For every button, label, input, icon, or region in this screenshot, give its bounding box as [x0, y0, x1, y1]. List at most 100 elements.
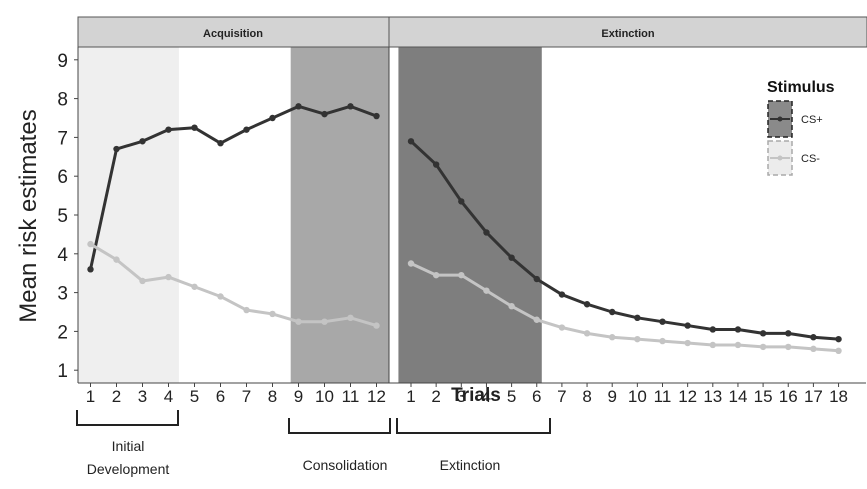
y-tick-label: 3	[57, 284, 68, 305]
point-cs-minus	[139, 277, 146, 285]
point-cs-plus	[609, 308, 616, 316]
point-cs-minus	[709, 341, 716, 349]
point-cs-minus	[295, 318, 302, 325]
point-cs-plus	[634, 314, 641, 322]
point-cs-plus	[533, 275, 540, 283]
point-cs-plus	[684, 322, 691, 329]
y-tick-label: 4	[57, 245, 68, 266]
legend-label-cs-plus: CS+	[801, 114, 823, 126]
point-cs-plus	[217, 140, 224, 147]
x-tick-label: 3	[138, 387, 147, 406]
facet-strips: Acquisition Extinction	[77, 16, 867, 48]
point-cs-plus	[243, 126, 250, 133]
legend-key-cs-plus-point	[777, 116, 783, 122]
strip-extinction-label: Extinction	[601, 28, 654, 40]
point-cs-plus	[113, 145, 120, 153]
line-cs-plus-panel-1	[89, 104, 378, 270]
point-cs-minus	[810, 345, 817, 353]
legend-key-cs-minus-point	[777, 155, 783, 161]
point-cs-plus	[759, 330, 767, 337]
point-cs-minus	[458, 271, 465, 279]
x-tick-label: 10	[315, 387, 334, 406]
x-tick-label: 15	[754, 387, 773, 406]
point-cs-plus	[583, 301, 591, 308]
strip-extinction-bg	[388, 16, 867, 48]
point-cs-plus	[810, 334, 817, 341]
bracket-label-extinction: Extinction	[440, 457, 501, 473]
point-cs-minus	[835, 347, 842, 354]
point-cs-plus	[87, 266, 94, 273]
point-cs-minus	[583, 330, 591, 337]
point-cs-minus	[373, 322, 380, 329]
point-cs-minus	[508, 302, 515, 310]
point-cs-plus	[659, 318, 666, 325]
line-cs-minus-panel-1	[89, 242, 377, 328]
bracket-label-initial: Initial	[112, 438, 145, 454]
x-tick-label: 9	[607, 387, 616, 406]
x-tick-label: 2	[112, 387, 121, 406]
point-cs-minus	[321, 318, 328, 325]
point-cs-plus	[458, 198, 465, 205]
x-tick-label: 2	[431, 387, 440, 406]
point-cs-minus	[191, 283, 198, 290]
point-cs-minus	[659, 337, 666, 345]
shaded-regions	[78, 47, 542, 383]
point-cs-plus	[483, 229, 490, 236]
legend: Stimulus CS+ CS-	[767, 79, 835, 176]
point-cs-plus	[373, 112, 380, 120]
point-cs-plus	[191, 124, 198, 131]
x-tick-label: 1	[406, 387, 415, 406]
x-axis-title: Trials	[451, 385, 501, 406]
y-tick-label: 2	[57, 322, 68, 343]
legend-title: Stimulus	[767, 79, 835, 96]
bracket-consolidation	[288, 418, 391, 434]
point-cs-plus	[709, 326, 716, 333]
x-axis: 1 2 3 4 5 6 7 8 9 10 11 12 1 2 3 4 5 6 7 8 9 10 11 12 13 14 15 16 17…	[86, 383, 848, 406]
y-axis: 1 2 3 4 5 6 7 8 9	[57, 51, 78, 382]
x-tick-label: 11	[654, 387, 672, 406]
point-cs-plus	[508, 254, 515, 261]
x-tick-label: 13	[703, 387, 722, 406]
shade-dark-panel-2-1	[398, 47, 542, 383]
x-tick-label: 10	[628, 387, 647, 406]
x-tick-label: 7	[242, 387, 251, 406]
x-tick-label: 7	[557, 387, 566, 406]
line-cs-minus-panel-2	[410, 262, 839, 353]
x-tick-label: 1	[86, 387, 95, 406]
point-cs-minus	[634, 335, 641, 343]
shade-medium-panel-1-2	[290, 47, 389, 383]
y-tick-label: 5	[57, 206, 68, 227]
y-axis-title: Mean risk estimates	[15, 109, 42, 322]
point-cs-minus	[407, 260, 415, 267]
point-cs-minus	[269, 310, 276, 318]
x-tick-label: 5	[507, 387, 516, 406]
x-tick-label: 12	[678, 387, 697, 406]
point-cs-plus	[295, 103, 302, 110]
point-cs-plus	[165, 126, 172, 133]
x-tick-label: 9	[294, 387, 303, 406]
x-tick-label: 5	[190, 387, 199, 406]
y-tick-label: 7	[57, 128, 68, 149]
x-tick-label: 14	[728, 387, 747, 406]
bracket-extinction	[396, 418, 551, 434]
x-tick-label: 6	[216, 387, 225, 406]
series	[87, 103, 842, 354]
point-cs-minus	[432, 271, 440, 279]
point-cs-plus	[269, 114, 276, 122]
bracket-initial-development	[76, 410, 179, 426]
point-cs-minus	[734, 341, 742, 349]
x-tick-label: 18	[829, 387, 848, 406]
point-cs-plus	[734, 326, 742, 333]
point-cs-minus	[558, 324, 566, 331]
point-cs-plus	[347, 103, 354, 110]
point-cs-minus	[785, 343, 792, 351]
point-cs-minus	[217, 293, 224, 300]
x-tick-label: 3	[457, 387, 466, 406]
point-cs-plus	[407, 138, 415, 145]
x-tick-label: 6	[532, 387, 541, 406]
point-cs-plus	[139, 138, 146, 145]
point-cs-minus	[87, 240, 94, 248]
point-cs-minus	[759, 343, 767, 351]
x-tick-label: 4	[482, 387, 491, 406]
